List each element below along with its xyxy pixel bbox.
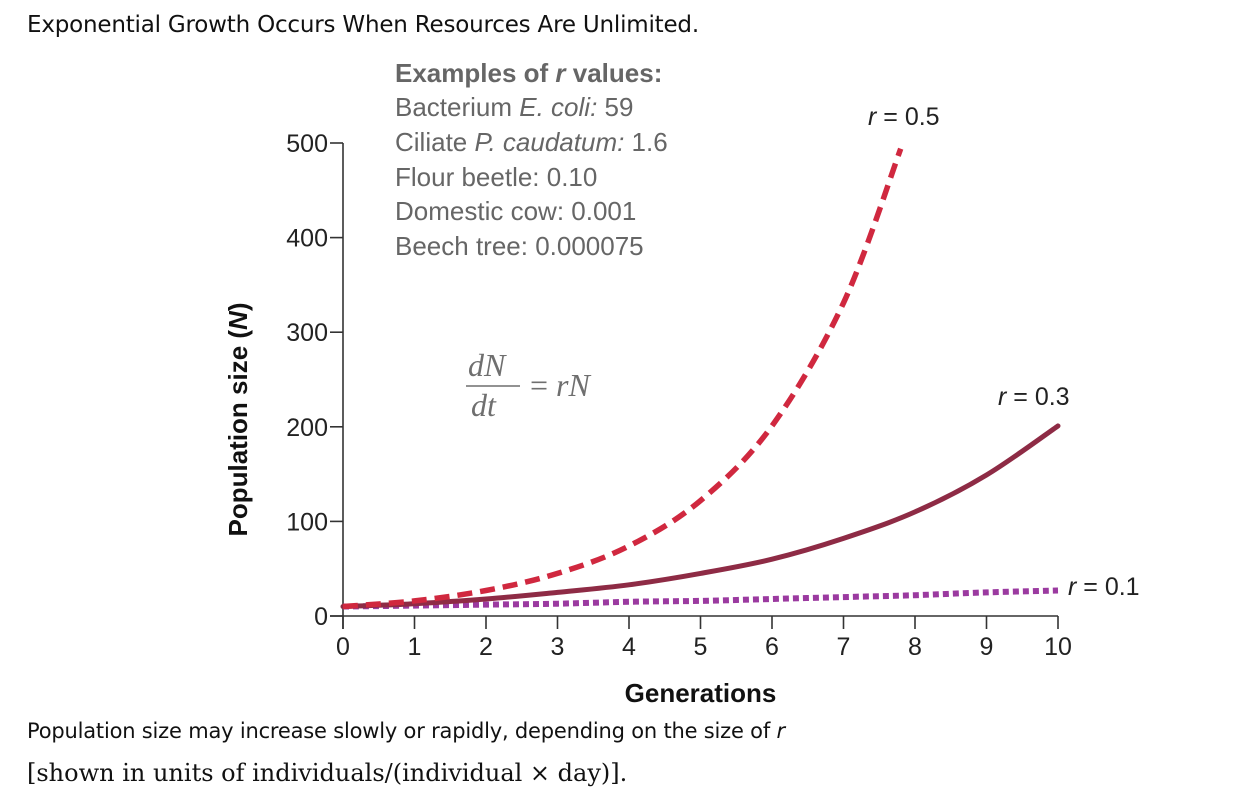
y-tick-label: 0 (314, 603, 328, 631)
example-flour-beetle: Flour beetle: 0.10 (395, 162, 597, 192)
x-tick-label: 3 (551, 633, 565, 661)
x-tick-label: 7 (837, 633, 851, 661)
y-tick-label: 100 (286, 508, 328, 536)
series-label: r = 0.1 (1068, 573, 1140, 601)
example-beech-tree: Beech tree: 0.000075 (395, 231, 644, 261)
x-axis-title: Generations (625, 678, 777, 708)
chart-series (340, 147, 1061, 610)
series-label: r = 0.3 (998, 383, 1070, 411)
x-tick-label: 5 (694, 633, 708, 661)
examples-heading: Examples of r values: (395, 58, 662, 88)
x-tick-label: 1 (408, 633, 422, 661)
caption-line-2: [shown in units of individuals/(individu… (27, 759, 628, 787)
y-tick-label: 300 (286, 319, 328, 347)
caption-line-1: Population size may increase slowly or r… (27, 719, 785, 743)
example-domestic-cow: Domestic cow: 0.001 (395, 196, 636, 226)
x-tick-label: 8 (908, 633, 922, 661)
y-axis-title: Population size (N) (223, 302, 253, 536)
x-tick-label: 4 (622, 633, 636, 661)
examples-box: Examples of r values: Bacterium E. coli:… (395, 58, 668, 261)
series-label: r = 0.5 (868, 103, 940, 131)
x-tick-label: 9 (980, 633, 994, 661)
x-tick-label: 6 (765, 633, 779, 661)
series-line-r-0-3 (340, 423, 1061, 609)
chart-labels: r = 0.5 r = 0.3 r = 0.1 (868, 103, 1140, 601)
equation-rhs: = rN (530, 367, 592, 403)
series-line-r-0-5 (342, 147, 904, 610)
series-line-r-0-1 (342, 587, 1059, 610)
x-tick-label: 0 (336, 633, 350, 661)
chart-axes: 0 100 200 300 400 500 0 1 2 3 4 5 6 7 8 9 10 Generations P… (223, 130, 1072, 708)
x-tick-label: 10 (1044, 633, 1072, 661)
y-tick-label: 200 (286, 414, 328, 442)
page-title: Exponential Growth Occurs When Resources… (27, 12, 699, 38)
x-tick-label: 2 (479, 633, 493, 661)
equation-denominator: dt (471, 387, 497, 423)
caption-text: Population size may increase slowly or r… (27, 719, 785, 743)
growth-equation: dN dt = rN (466, 347, 592, 423)
y-tick-label: 500 (286, 130, 328, 158)
y-tick-label: 400 (286, 225, 328, 253)
example-ecoli: Bacterium E. coli: 59 (395, 92, 633, 122)
caption-variable-r: r (776, 719, 786, 743)
equation-numerator: dN (468, 347, 507, 383)
example-ciliate: Ciliate P. caudatum: 1.6 (395, 127, 668, 157)
